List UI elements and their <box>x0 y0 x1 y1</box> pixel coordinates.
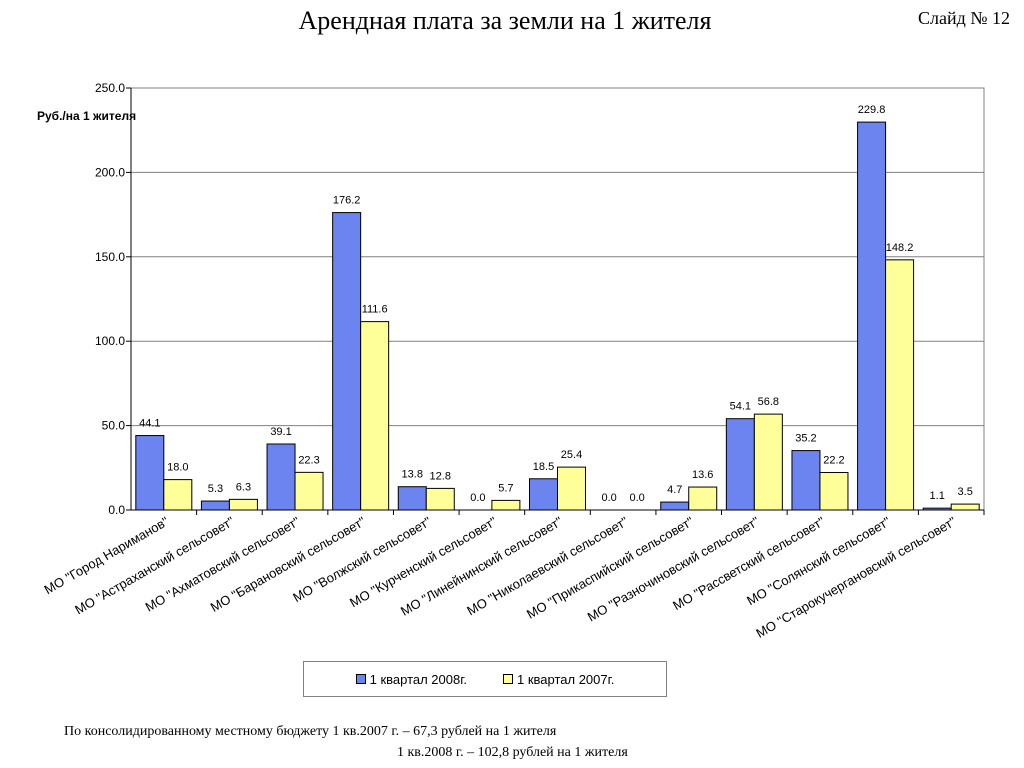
bar-2007 <box>819 472 849 511</box>
data-label-2008: 0.0 <box>601 492 616 504</box>
bar-2007 <box>491 499 521 511</box>
data-label-2008: 13.8 <box>402 469 423 481</box>
legend-item-2007: 1 квартал 2007г. <box>503 672 614 687</box>
data-label-2008: 4.7 <box>667 484 682 496</box>
data-label-2007: 25.4 <box>561 449 582 461</box>
legend-swatch-2007 <box>503 674 513 684</box>
y-tick-label: 200.0 <box>95 165 125 179</box>
y-tick-label: 250.0 <box>95 81 125 95</box>
data-label-2007: 18.0 <box>167 462 188 474</box>
data-label-2007: 6.3 <box>236 481 251 493</box>
y-tick-label: 100.0 <box>95 334 125 348</box>
data-label-2007: 22.3 <box>298 454 319 466</box>
legend-label-2007: 1 квартал 2007г. <box>517 671 615 687</box>
data-label-2008: 229.8 <box>858 104 886 116</box>
bar-2008 <box>857 121 887 511</box>
data-label-2007: 5.7 <box>498 482 513 494</box>
data-label-2008: 54.1 <box>730 401 751 413</box>
chart-legend: 1 квартал 2008г. 1 квартал 2007г. <box>303 661 667 697</box>
data-label-2008: 176.2 <box>333 195 361 207</box>
plot-area <box>130 87 985 511</box>
data-label-2007: 111.6 <box>362 304 388 316</box>
data-label-2008: 1.1 <box>930 490 945 502</box>
bar-2007 <box>753 413 783 511</box>
bar-2008 <box>660 501 690 511</box>
footnote-line-1: По консолидированному местному бюджету 1… <box>64 724 557 739</box>
slide-title: Арендная плата за земли на 1 жителя <box>298 6 712 35</box>
bar-2007 <box>228 498 258 511</box>
bar-2007 <box>950 503 980 511</box>
bar-2008 <box>266 443 296 511</box>
bar-2008 <box>791 450 821 511</box>
legend-item-2008: 1 квартал 2008г. <box>355 671 467 687</box>
legend-label-2008: 1 квартал 2008г. <box>369 671 467 687</box>
bar-2008 <box>922 507 952 511</box>
bar-2008 <box>135 435 165 511</box>
data-label-2007: 22.2 <box>823 455 844 467</box>
data-label-2007: 3.5 <box>958 486 973 498</box>
data-label-2008: 39.1 <box>270 426 291 438</box>
bar-2008 <box>529 478 558 511</box>
data-label-2008: 5.3 <box>208 483 223 495</box>
bar-chart: 0.0 50.0 100.0 150.0 200.0 250.0 Руб./на 1 жит… <box>37 81 985 641</box>
footnote-line-2: 1 кв.2008 г. – 102,8 рублей на 1 жителя <box>397 745 628 760</box>
y-tick-label: 150.0 <box>95 250 125 264</box>
data-label-2007: 12.8 <box>430 470 451 482</box>
data-label-2008: 44.1 <box>139 418 160 430</box>
data-label-2007: 13.6 <box>692 469 713 481</box>
data-label-2007: 56.8 <box>758 396 779 408</box>
bar-2008 <box>725 418 755 511</box>
bar-2007 <box>688 486 718 511</box>
y-axis-label: Руб./на 1 жителя <box>37 109 136 123</box>
data-label-2007: 148.2 <box>886 242 914 254</box>
bar-2008 <box>200 500 230 511</box>
bar-2007 <box>885 259 915 511</box>
bar-2007 <box>425 487 455 511</box>
y-tick-label: 0.0 <box>108 503 125 517</box>
bar-2008 <box>397 486 427 511</box>
data-label-2008: 0.0 <box>470 492 485 504</box>
y-tick-label: 50.0 <box>102 419 126 433</box>
slide-number: Слайд № 12 <box>918 8 1010 28</box>
data-label-2008: 18.5 <box>533 461 554 473</box>
bar-2008 <box>332 212 362 511</box>
bar-2007 <box>360 321 390 511</box>
bar-2007 <box>294 471 324 511</box>
bar-2007 <box>557 466 586 511</box>
data-label-2007: 0.0 <box>629 492 644 504</box>
legend-swatch-2008 <box>355 674 366 684</box>
data-label-2008: 35.2 <box>795 433 816 445</box>
bar-2007 <box>163 479 193 511</box>
